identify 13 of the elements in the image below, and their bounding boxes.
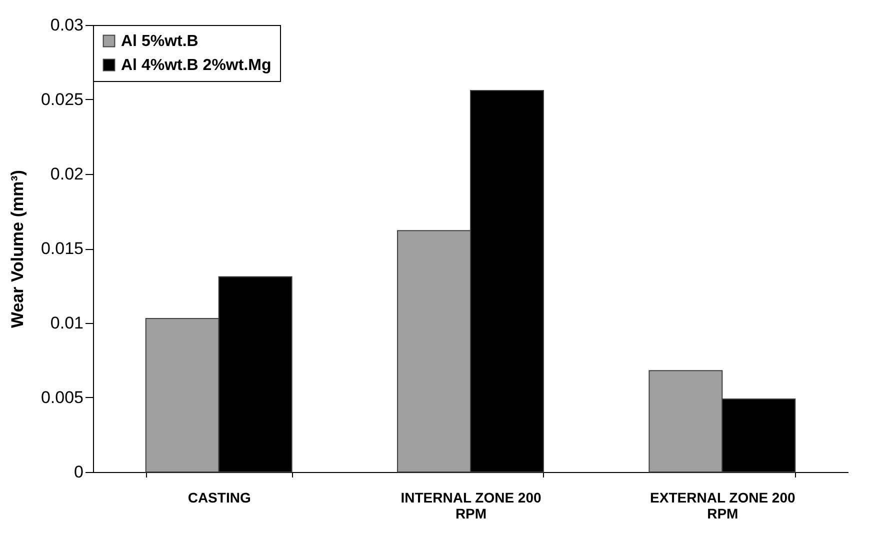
y-tick-label: 0.005 bbox=[40, 388, 84, 407]
y-tick-label: 0.02 bbox=[50, 164, 84, 184]
y-tick-label: 0 bbox=[74, 462, 84, 482]
x-tick-label: CASTING bbox=[188, 490, 251, 506]
y-tick-label: 0.01 bbox=[50, 314, 84, 332]
y-tick-label: 0.03 bbox=[50, 16, 84, 34]
y-tick-label: 0.015 bbox=[40, 239, 84, 258]
legend-label: Al 5%wt.B bbox=[121, 33, 198, 50]
x-tick-label: INTERNAL ZONE 200 RPM bbox=[400, 490, 542, 522]
x-tick-label: EXTERNAL ZONE 200 RPM bbox=[650, 490, 796, 522]
y-axis-title: Wear Volume (mm³) bbox=[8, 170, 27, 328]
y-tick-label: 0.025 bbox=[40, 90, 84, 109]
legend-label: Al 4%wt.B 2%wt.Mg bbox=[121, 57, 272, 74]
